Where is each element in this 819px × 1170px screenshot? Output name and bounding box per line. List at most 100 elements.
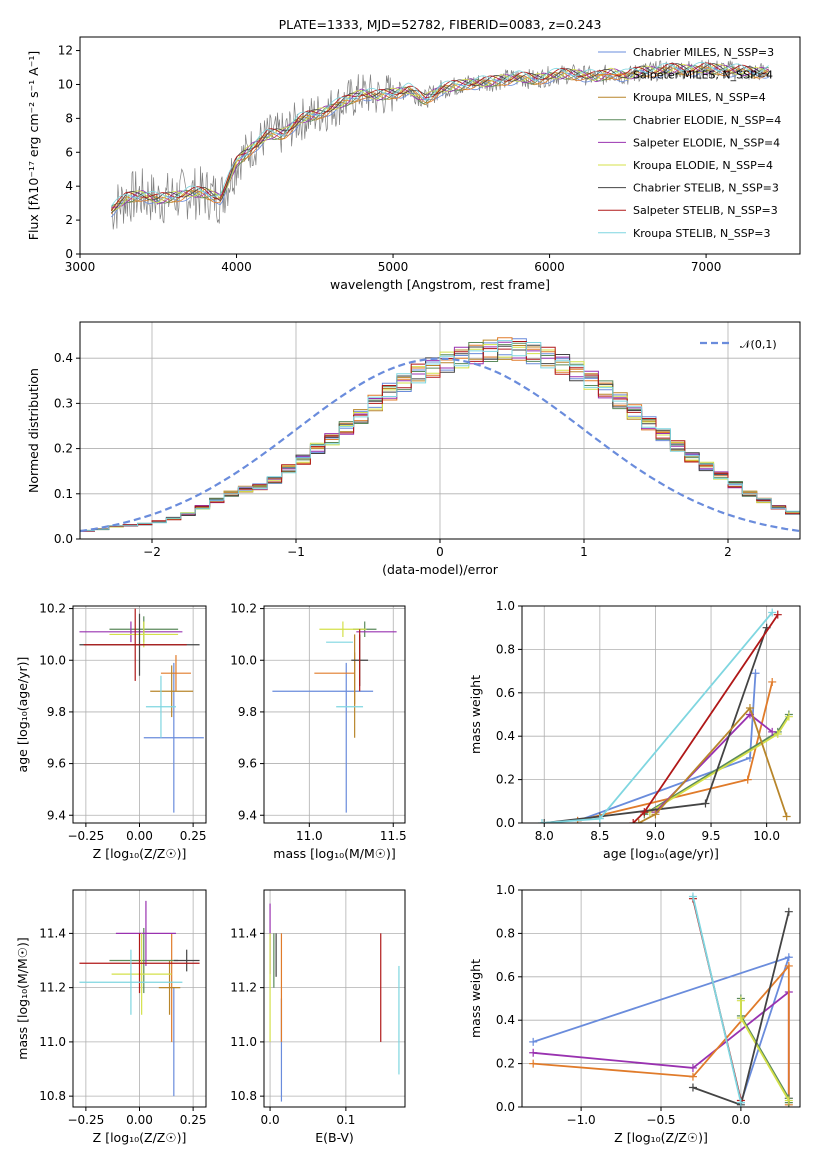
histogram-step-line — [80, 339, 800, 532]
x-axis-label: Z [log₁₀(Z/Z☉)] — [93, 846, 187, 861]
x-tick-label: 5000 — [378, 260, 409, 274]
plot-area — [110, 59, 770, 230]
x-tick-label: 1 — [580, 545, 588, 559]
y-tick-label: 0.0 — [54, 532, 73, 546]
legend-label: Kroupa ELODIE, N_SSP=4 — [633, 159, 773, 172]
model-spectrum-line — [110, 62, 769, 212]
mass-weight-marker — [736, 1014, 745, 1023]
y-tick-label: 9.4 — [238, 808, 257, 822]
y-tick-label: 1.0 — [496, 883, 515, 897]
x-tick-label: −0.25 — [67, 1113, 104, 1127]
x-tick-label: 3000 — [65, 260, 96, 274]
x-tick-label: 0.00 — [126, 1113, 153, 1127]
mass-weight-line — [692, 896, 742, 1103]
mass-weight-marker — [640, 808, 649, 817]
y-tick-label: 10.2 — [39, 602, 66, 616]
y-tick-label: 11.4 — [230, 926, 257, 940]
panel-mass-age: 11.0 11.5 9.4 9.6 9.8 10.0 10.2 mass [log₁₀(M/M… — [230, 602, 406, 861]
mass-weight-marker — [784, 953, 793, 962]
y-tick-label: 10.8 — [230, 1089, 257, 1103]
panel-age-weight: 8.0 8.5 9.0 9.5 10.0 0.0 0.2 0.4 0.6 0.8 1.0 age [l… — [468, 599, 801, 861]
y-axis-label: age [log₁₀(age/yr)] — [15, 657, 30, 773]
mass-weight-line — [544, 627, 768, 823]
y-tick-label: 8 — [65, 111, 73, 125]
mass-weight-marker — [773, 610, 782, 619]
y-tick-label: 6 — [65, 145, 73, 159]
mass-weight-marker — [688, 1063, 697, 1072]
y-tick-label: 0.4 — [54, 351, 73, 365]
histogram-step-line — [80, 341, 800, 532]
x-tick-label: 8.5 — [590, 829, 609, 843]
legend-label: Chabrier STELIB, N_SSP=3 — [633, 182, 779, 195]
mass-weight-marker — [688, 1083, 697, 1092]
y-tick-label: 1.0 — [496, 599, 515, 613]
y-tick-label: 0.6 — [496, 970, 515, 984]
model-spectrum-line — [111, 64, 769, 208]
mass-weight-marker — [784, 1096, 793, 1105]
axes-frame — [263, 889, 406, 1108]
y-tick-label: 0.0 — [496, 1100, 515, 1114]
mass-weight-marker — [784, 961, 793, 970]
y-tick-label: 12 — [58, 44, 73, 58]
axes-frame — [263, 605, 406, 824]
y-tick-label: 9.6 — [47, 757, 66, 771]
mass-weight-marker — [768, 608, 777, 617]
legend-label: Salpeter ELODIE, N_SSP=4 — [633, 136, 780, 149]
x-tick-label: 6000 — [534, 260, 565, 274]
mass-weight-marker — [773, 730, 782, 739]
y-tick-label: 0 — [65, 247, 73, 261]
axes-frame — [79, 36, 801, 255]
x-tick-label: −1.0 — [567, 1113, 596, 1127]
y-tick-label: 0.8 — [496, 926, 515, 940]
mass-weight-marker — [595, 814, 604, 823]
y-tick-label: 2 — [65, 213, 73, 227]
mass-weight-marker — [736, 996, 745, 1005]
mass-weight-marker — [743, 775, 752, 784]
x-tick-label: −2 — [143, 545, 161, 559]
y-tick-label: 11.4 — [39, 926, 66, 940]
x-tick-label: −0.5 — [646, 1113, 675, 1127]
y-tick-label: 9.4 — [47, 808, 66, 822]
x-tick-label: 9.5 — [701, 829, 720, 843]
y-tick-label: 0.2 — [496, 1057, 515, 1071]
legend-label: Chabrier MILES, N_SSP=3 — [633, 46, 774, 59]
mass-weight-marker — [736, 1098, 745, 1107]
x-tick-label: 7000 — [691, 260, 722, 274]
model-spectrum-line — [110, 61, 769, 207]
model-spectrum-line — [111, 63, 769, 214]
x-tick-label: −1 — [287, 545, 305, 559]
mass-weight-marker — [634, 819, 643, 823]
mass-weight-marker — [784, 712, 793, 721]
x-axis-label: mass [log₁₀(M/M☉)] — [273, 846, 395, 861]
legend-label: Salpeter MILES, N_SSP=4 — [633, 69, 773, 82]
x-tick-label: 11.0 — [296, 829, 323, 843]
y-tick-label: 9.8 — [238, 705, 257, 719]
y-axis-label: mass weight — [468, 959, 483, 1038]
mass-weight-marker — [688, 1072, 697, 1081]
legend-label: Chabrier ELODIE, N_SSP=4 — [633, 114, 781, 127]
y-axis-label: Flux [fλ10⁻¹⁷ erg cm⁻² s⁻¹ A⁻¹] — [26, 51, 41, 240]
y-tick-label: 9.8 — [47, 705, 66, 719]
x-tick-label: 0.25 — [180, 829, 207, 843]
mass-weight-marker — [688, 892, 697, 901]
mass-weight-marker — [540, 819, 549, 823]
mass-weight-marker — [651, 810, 660, 819]
mass-weight-marker — [768, 677, 777, 686]
x-tick-label: 0.0 — [261, 1113, 280, 1127]
x-axis-label: Z [log₁₀(Z/Z☉)] — [614, 1130, 708, 1145]
chart-title: PLATE=1333, MJD=52782, FIBERID=0083, z=0… — [279, 17, 602, 32]
mass-weight-marker — [701, 799, 710, 808]
histogram-step-line — [80, 337, 800, 531]
x-tick-label: 9.0 — [646, 829, 665, 843]
plot-area — [529, 892, 793, 1107]
y-tick-label: 0.8 — [496, 642, 515, 656]
spectrum-legend: Chabrier MILES, N_SSP=3 Salpeter MILES, N… — [598, 46, 781, 240]
x-tick-label: 0.1 — [336, 1113, 355, 1127]
histogram-step-line — [80, 340, 800, 532]
y-tick-label: 0.6 — [496, 686, 515, 700]
plot-area — [80, 337, 800, 533]
model-spectrum-line — [111, 67, 769, 218]
y-tick-label: 0.4 — [496, 729, 515, 743]
x-axis-label: wavelength [Angstrom, rest frame] — [330, 277, 550, 292]
